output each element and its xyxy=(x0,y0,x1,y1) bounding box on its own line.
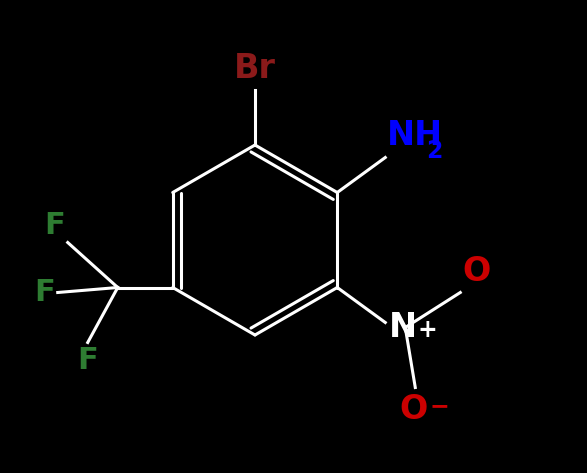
Text: O: O xyxy=(463,254,491,288)
Text: F: F xyxy=(44,210,65,239)
Text: +: + xyxy=(417,317,437,342)
Text: NH: NH xyxy=(387,120,443,152)
Text: −: − xyxy=(429,394,449,419)
Text: O: O xyxy=(399,393,427,426)
Text: F: F xyxy=(34,278,55,307)
Text: Br: Br xyxy=(234,52,276,85)
Text: N: N xyxy=(389,311,417,344)
Text: 2: 2 xyxy=(426,140,443,164)
Text: F: F xyxy=(77,345,98,375)
